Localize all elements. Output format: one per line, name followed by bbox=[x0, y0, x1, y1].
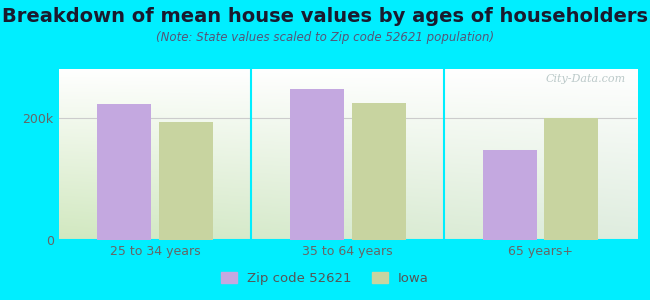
Bar bbox=[290, 88, 344, 240]
Bar bbox=[545, 118, 599, 240]
Bar bbox=[483, 150, 537, 240]
Bar bbox=[352, 103, 406, 240]
Bar bbox=[97, 104, 151, 240]
Text: City-Data.com: City-Data.com bbox=[545, 74, 625, 84]
Bar bbox=[159, 122, 213, 240]
Text: Breakdown of mean house values by ages of householders: Breakdown of mean house values by ages o… bbox=[2, 8, 648, 26]
Text: (Note: State values scaled to Zip code 52621 population): (Note: State values scaled to Zip code 5… bbox=[156, 32, 494, 44]
Legend: Zip code 52621, Iowa: Zip code 52621, Iowa bbox=[216, 267, 434, 290]
